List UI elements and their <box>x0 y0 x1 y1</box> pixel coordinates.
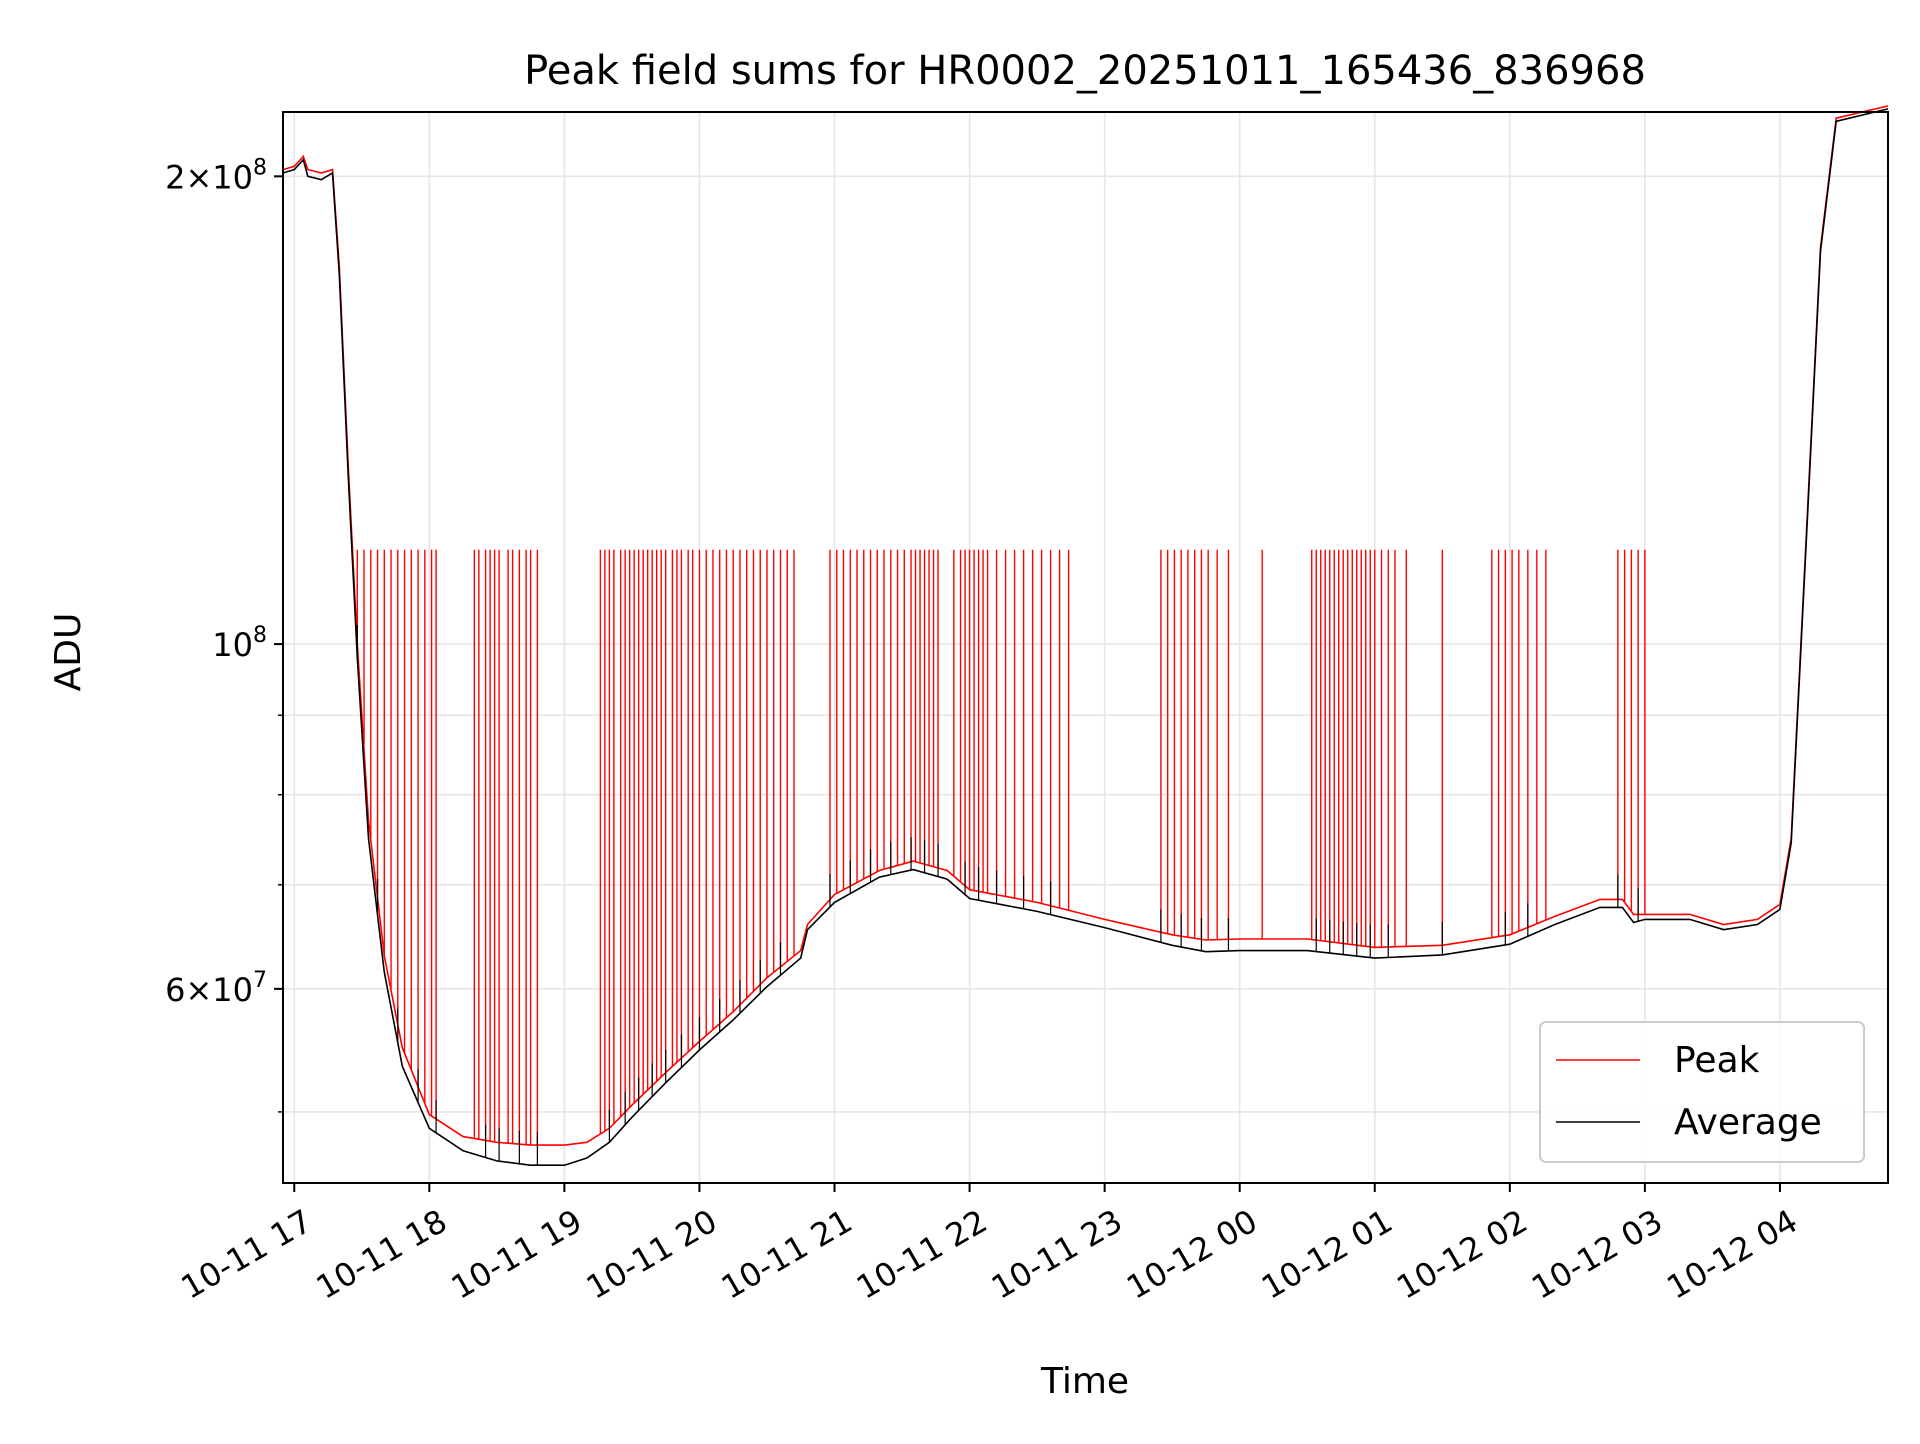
legend-label-peak: Peak <box>1674 1040 1760 1081</box>
legend-label-average: Average <box>1674 1102 1822 1143</box>
y-tick-label: 2×108 <box>165 155 267 196</box>
x-axis-label: Time <box>1040 1361 1129 1402</box>
series-line-average <box>282 108 1889 1166</box>
plot-area <box>282 105 1889 1166</box>
legend: Peak Average <box>1539 1021 1865 1163</box>
series-line-peak <box>282 105 1889 1146</box>
legend-box <box>1539 1021 1865 1163</box>
y-axis-label: ADU <box>48 613 89 692</box>
y-tick-label: 108 <box>212 623 267 664</box>
axes-frame <box>282 111 1889 1184</box>
chart-title: Peak field sums for HR0002_20251011_1654… <box>524 48 1646 94</box>
y-tick-label: 6×107 <box>165 968 267 1009</box>
